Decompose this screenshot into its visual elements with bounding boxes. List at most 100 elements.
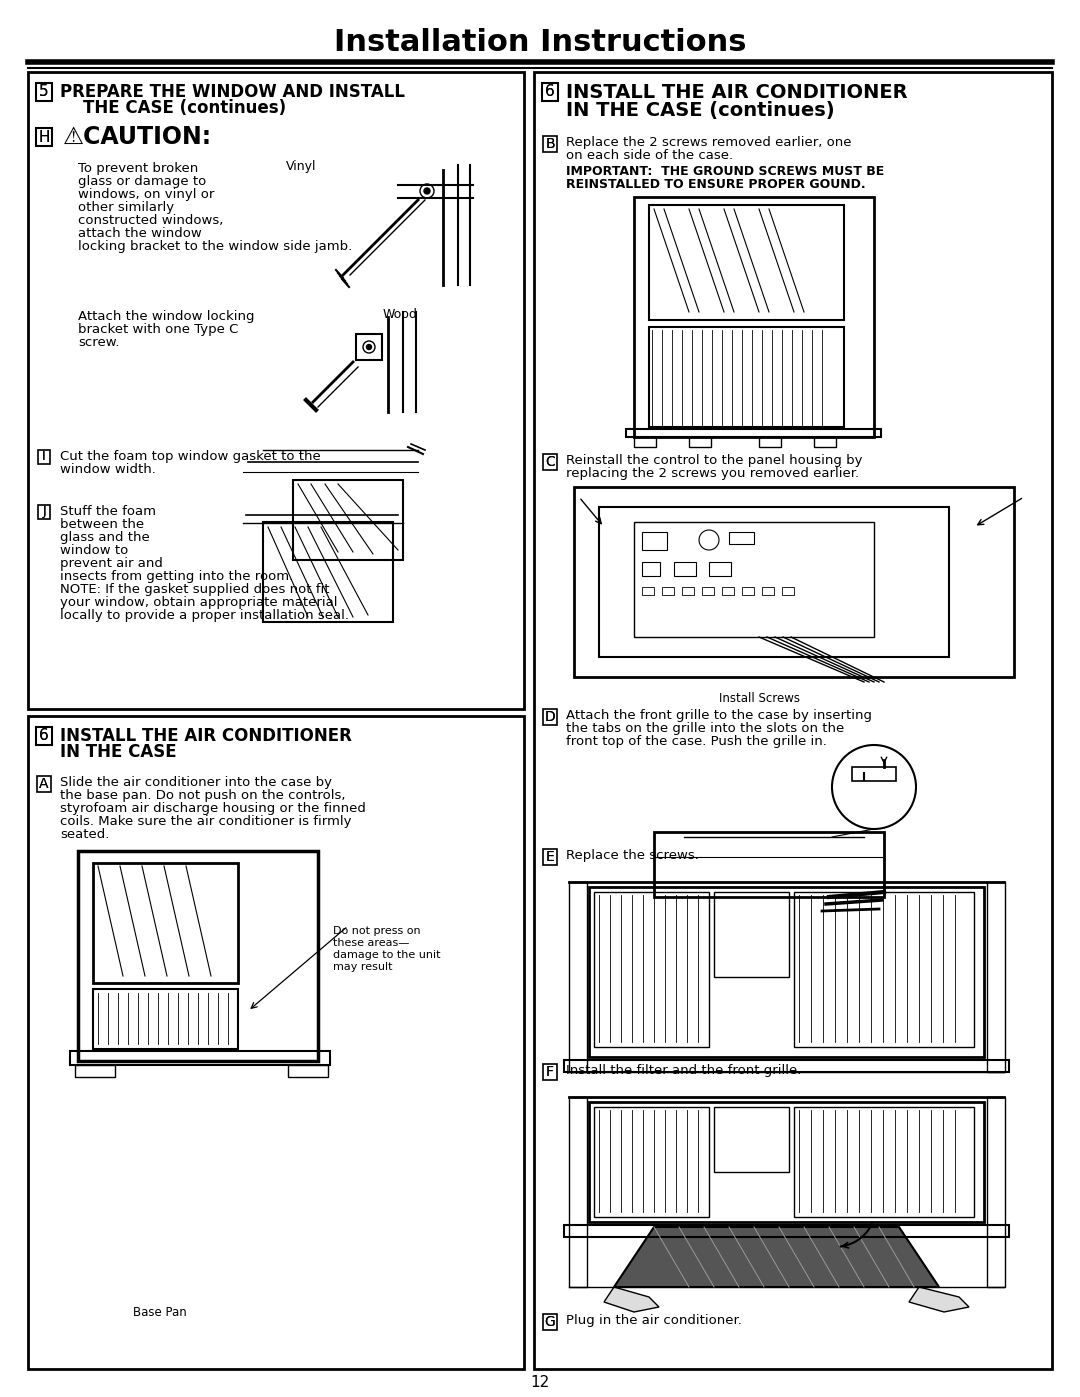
Text: E: E [545,849,554,863]
Bar [742,587,754,595]
Text: J: J [42,506,45,518]
Text: Cut the foam top window gasket to the: Cut the foam top window gasket to the [60,450,321,462]
Text: the base pan. Do not push on the controls,: the base pan. Do not push on the control… [60,789,346,802]
Text: A: A [39,777,49,791]
Text: THE CASE (continues): THE CASE (continues) [60,99,286,117]
Text: C: C [545,455,555,469]
Bar [634,437,656,447]
Text: B: B [545,137,555,151]
Text: C: C [545,455,555,469]
Bar [708,562,731,576]
Text: IN THE CASE: IN THE CASE [60,743,177,761]
Bar [37,728,52,745]
Text: ⚠CAUTION:: ⚠CAUTION: [63,124,212,149]
Bar [594,1106,708,1217]
Text: attach the window: attach the window [78,226,202,240]
Bar [589,1102,984,1222]
Text: IMPORTANT:  THE GROUND SCREWS MUST BE: IMPORTANT: THE GROUND SCREWS MUST BE [566,165,885,177]
Text: seated.: seated. [60,828,109,841]
Text: screw.: screw. [78,337,120,349]
Text: I: I [42,450,45,464]
Bar [642,532,667,550]
Text: your window, obtain appropriate material: your window, obtain appropriate material [60,597,337,609]
Bar [759,437,781,447]
Bar [649,205,843,320]
Bar [589,887,984,1058]
Text: prevent air and: prevent air and [60,557,163,570]
Text: 6: 6 [39,728,49,743]
Text: other similarly: other similarly [78,201,174,214]
Text: H: H [38,130,50,144]
Bar [37,775,51,792]
Bar [356,334,382,360]
Bar [674,562,696,576]
Text: Replace the screws.: Replace the screws. [566,849,699,862]
Bar [642,587,654,595]
Text: 6: 6 [545,84,555,99]
Bar [662,587,674,595]
Bar [714,893,789,977]
Bar [794,893,974,1046]
Bar [542,84,557,101]
Bar [852,767,896,781]
Bar [28,717,524,1369]
Text: INSTALL THE AIR CONDITIONER: INSTALL THE AIR CONDITIONER [60,726,352,745]
Text: Install the filter and the front grille.: Install the filter and the front grille. [566,1065,801,1077]
Bar [543,849,557,865]
Bar [626,429,881,437]
Bar [654,833,885,897]
Text: Installation Instructions: Installation Instructions [334,28,746,57]
Bar [264,522,393,622]
Bar [762,587,774,595]
Bar [93,863,238,983]
Text: REINSTALLED TO ENSURE PROPER GOUND.: REINSTALLED TO ENSURE PROPER GOUND. [566,177,866,191]
Bar [689,437,711,447]
Bar [38,504,51,520]
Text: locally to provide a proper installation seal.: locally to provide a proper installation… [60,609,349,622]
Bar [564,1225,1009,1236]
Text: constructed windows,: constructed windows, [78,214,224,226]
Text: Vinyl: Vinyl [286,161,316,173]
Text: INSTALL THE AIR CONDITIONER: INSTALL THE AIR CONDITIONER [566,82,907,102]
Text: Replace the 2 screws removed earlier, one: Replace the 2 screws removed earlier, on… [566,136,851,149]
Bar [599,507,949,657]
Bar [28,73,524,710]
Text: E: E [545,849,554,863]
Bar [794,1106,974,1217]
Text: D: D [544,710,555,724]
Text: B: B [545,137,555,151]
Text: A: A [39,777,49,791]
Text: Attach the window locking: Attach the window locking [78,310,255,323]
Polygon shape [604,1287,659,1312]
Text: these areas—: these areas— [333,937,409,949]
Text: 6: 6 [39,728,49,743]
Text: I: I [42,450,45,464]
Polygon shape [615,1227,939,1287]
Text: glass and the: glass and the [60,531,150,543]
Bar [987,1097,1005,1287]
Bar [293,481,403,560]
Text: To prevent broken: To prevent broken [78,162,199,175]
Bar [782,587,794,595]
Bar [649,327,843,427]
Text: Stuff the foam: Stuff the foam [60,504,156,518]
Bar [634,522,874,637]
Text: 5: 5 [39,84,49,99]
Bar [37,84,52,101]
Text: insects from getting into the room.: insects from getting into the room. [60,570,294,583]
Text: on each side of the case.: on each side of the case. [566,149,733,162]
Bar [543,1315,557,1330]
Text: J: J [42,506,45,518]
Bar [569,882,588,1071]
Text: Attach the front grille to the case by inserting: Attach the front grille to the case by i… [566,710,872,722]
Bar [634,197,874,437]
Bar [814,437,836,447]
Text: F: F [546,1065,554,1078]
Bar [642,562,660,576]
Text: front top of the case. Push the grille in.: front top of the case. Push the grille i… [566,735,827,747]
Text: 12: 12 [530,1375,550,1390]
Circle shape [424,189,430,194]
Text: between the: between the [60,518,144,531]
Bar [75,1065,114,1077]
Text: Reinstall the control to the panel housing by: Reinstall the control to the panel housi… [566,454,863,467]
